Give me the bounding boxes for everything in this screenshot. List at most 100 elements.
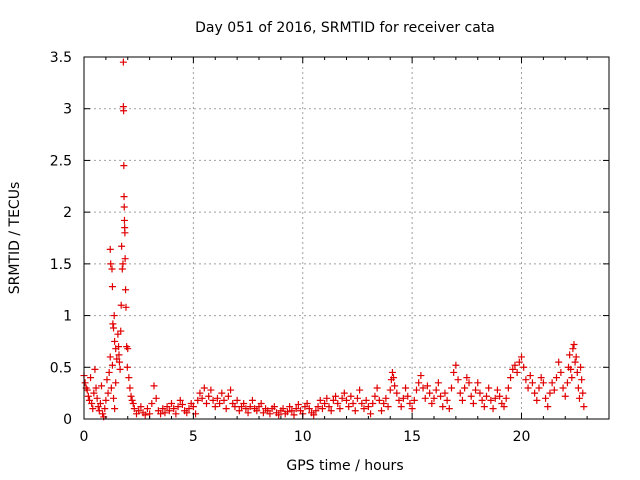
data-point	[404, 392, 412, 400]
data-point	[200, 384, 208, 392]
data-point	[115, 351, 123, 359]
data-point	[531, 389, 539, 397]
data-point	[209, 396, 217, 404]
data-point	[569, 345, 577, 353]
data-point	[384, 403, 392, 411]
data-point	[539, 379, 547, 387]
data-point	[96, 399, 104, 407]
data-point	[522, 376, 530, 384]
data-point	[288, 407, 296, 415]
data-point	[563, 379, 571, 387]
data-point	[456, 389, 464, 397]
data-point	[487, 396, 495, 404]
data-point	[373, 384, 381, 392]
data-point	[119, 260, 127, 268]
data-point	[340, 389, 348, 397]
data-point	[316, 396, 324, 404]
y-tick-labels: 0 0.5 1 1.5 2 2.5 3 3.5	[50, 50, 72, 428]
data-point	[520, 363, 528, 371]
data-point	[170, 405, 178, 413]
data-point	[107, 260, 115, 268]
data-point	[371, 392, 379, 400]
data-point	[469, 399, 477, 407]
data-point	[163, 403, 171, 411]
data-point	[141, 411, 149, 419]
data-point	[524, 384, 532, 392]
data-point	[334, 399, 342, 407]
axis-ticks	[83, 56, 609, 420]
data-point	[310, 411, 318, 419]
data-point	[122, 286, 130, 294]
data-point	[172, 410, 180, 418]
data-point	[128, 396, 136, 404]
data-point	[528, 379, 536, 387]
data-point	[360, 405, 368, 413]
data-point	[391, 382, 399, 390]
data-point	[454, 376, 462, 384]
data-point	[231, 403, 239, 411]
data-point	[152, 394, 160, 402]
data-point	[115, 358, 123, 366]
data-point	[349, 399, 357, 407]
data-point	[437, 392, 445, 400]
data-point	[111, 337, 119, 345]
data-point	[218, 389, 226, 397]
data-point	[92, 384, 100, 392]
x-axis-title: GPS time / hours	[286, 458, 403, 474]
data-point	[106, 353, 114, 361]
data-point	[248, 396, 256, 404]
data-point	[406, 399, 414, 407]
data-point	[125, 374, 133, 382]
data-point	[557, 368, 565, 376]
data-point	[227, 386, 235, 394]
data-point	[445, 405, 453, 413]
data-point	[257, 399, 265, 407]
data-point	[480, 403, 488, 411]
data-point	[356, 386, 364, 394]
data-point	[109, 320, 117, 328]
data-point	[168, 399, 175, 407]
data-point	[90, 389, 98, 397]
data-point	[196, 389, 204, 397]
data-point	[98, 382, 105, 390]
data-point	[434, 379, 442, 387]
data-point	[216, 399, 224, 407]
data-point	[439, 403, 447, 411]
data-point	[110, 324, 118, 332]
data-point	[577, 363, 585, 371]
data-point	[353, 394, 361, 402]
data-point	[120, 216, 128, 224]
data-point	[161, 409, 169, 417]
data-point	[378, 407, 385, 415]
data-point	[108, 361, 116, 369]
data-point	[467, 392, 475, 400]
data-point	[108, 283, 116, 291]
data-point	[207, 386, 215, 394]
data-point	[103, 376, 111, 384]
data-point	[174, 403, 182, 411]
data-point	[303, 399, 311, 407]
data-point	[159, 405, 167, 413]
data-point	[474, 379, 482, 387]
data-point	[430, 394, 438, 402]
data-point	[135, 407, 143, 415]
data-point	[428, 399, 436, 407]
data-point	[491, 394, 499, 402]
data-point	[84, 392, 92, 400]
data-point	[222, 405, 230, 413]
data-point	[279, 405, 287, 413]
data-point	[432, 386, 440, 394]
data-point	[115, 343, 123, 351]
x-tick-label: 10	[294, 429, 312, 445]
data-point	[485, 384, 493, 392]
data-point	[458, 396, 466, 404]
data-point	[452, 361, 460, 369]
data-point	[270, 403, 278, 411]
data-point	[89, 405, 97, 413]
data-point	[106, 245, 114, 253]
data-point	[489, 405, 497, 413]
data-point	[294, 401, 302, 409]
data-point	[108, 265, 116, 273]
data-point	[410, 396, 418, 404]
y-tick-label: 1.5	[50, 257, 72, 273]
